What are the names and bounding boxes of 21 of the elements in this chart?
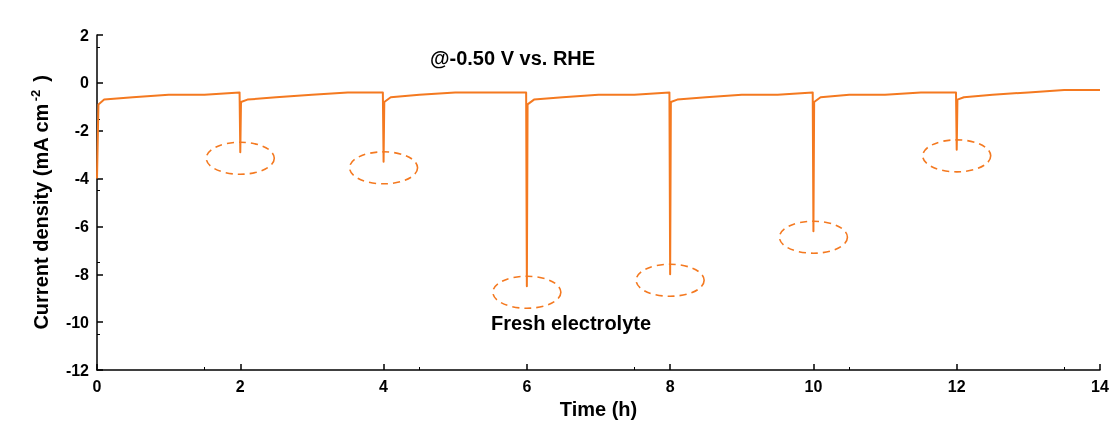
annotation: @-0.50 V vs. RHE xyxy=(430,47,596,69)
y-tick-label: 2 xyxy=(80,26,90,44)
y-tick-label: -2 xyxy=(74,122,90,140)
x-tick-label: 4 xyxy=(379,377,389,395)
line-series xyxy=(96,89,1101,288)
x-tick-label: 12 xyxy=(947,377,966,395)
annotation: Fresh electrolyte xyxy=(491,312,652,334)
y-tick-label: 0 xyxy=(80,74,90,92)
y-tick-label: -4 xyxy=(74,170,90,188)
x-tick-label: 10 xyxy=(804,377,823,395)
x-tick-label: 14 xyxy=(1091,377,1109,395)
y-tick-label: -6 xyxy=(74,217,90,235)
y-tick-label: -8 xyxy=(74,265,90,283)
y-tick-label: -10 xyxy=(65,313,90,331)
x-tick-label: 6 xyxy=(522,377,532,395)
x-tick-label: 2 xyxy=(235,377,245,395)
x-axis-title: Time (h) xyxy=(559,397,638,420)
x-tick-label: 8 xyxy=(665,377,675,395)
y-tick-label: -12 xyxy=(65,361,90,379)
x-tick-label: 0 xyxy=(92,377,102,395)
y-axis-title: Current density (mA cm-2) xyxy=(28,75,52,330)
